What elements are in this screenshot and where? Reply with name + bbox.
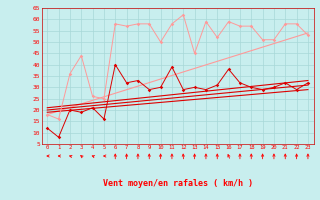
Text: Vent moyen/en rafales ( km/h ): Vent moyen/en rafales ( km/h ) [103,180,252,188]
